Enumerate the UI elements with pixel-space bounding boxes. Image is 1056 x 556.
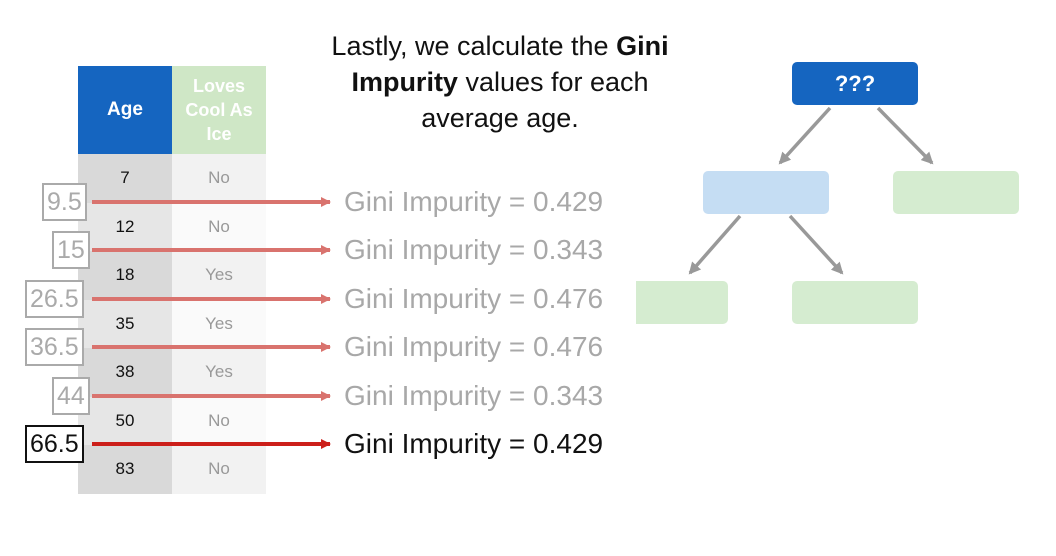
loves-cell: Yes <box>172 251 266 300</box>
caption-impurity: Impurity <box>351 67 458 97</box>
average-age-box: 36.5 <box>25 328 84 366</box>
loves-cell: Yes <box>172 299 266 348</box>
header-age: Age <box>78 66 172 154</box>
tree-leaf-node <box>893 171 1019 214</box>
average-age-box: 44 <box>52 377 90 415</box>
average-age-box: 15 <box>52 231 90 269</box>
tree-internal-node <box>703 171 829 214</box>
table-row: 18 Yes <box>78 251 266 300</box>
age-cell: 18 <box>78 251 172 300</box>
gini-impurity-label: Gini Impurity = 0.343 <box>344 380 604 411</box>
caption: Lastly, we calculate the Gini Impurity v… <box>300 28 700 136</box>
age-cell: 7 <box>78 154 172 203</box>
loves-cell: No <box>172 154 266 203</box>
loves-cell: No <box>172 445 266 494</box>
table-row: 50 No <box>78 396 266 445</box>
gini-impurity-label: Gini Impurity = 0.476 <box>344 283 604 314</box>
caption-line2: values for each <box>457 67 649 97</box>
table-header: Age Loves Cool As Ice <box>78 66 266 154</box>
average-age-box-active: 66.5 <box>25 425 84 463</box>
tree-arrow-mid-left <box>688 214 742 275</box>
table-row: 83 No <box>78 445 266 494</box>
caption-line3: average age. <box>421 103 579 133</box>
table-row: 35 Yes <box>78 299 266 348</box>
loves-cell: Yes <box>172 348 266 397</box>
caption-line1: Lastly, we calculate the <box>331 31 617 61</box>
gini-impurity-label: Gini Impurity = 0.429 <box>344 186 604 217</box>
tree-leaf-node <box>636 281 728 324</box>
age-cell: 12 <box>78 202 172 251</box>
age-cell: 83 <box>78 445 172 494</box>
gini-impurity-label: Gini Impurity = 0.343 <box>344 234 604 265</box>
age-cell: 50 <box>78 396 172 445</box>
tree-leaf-node <box>792 281 918 324</box>
average-age-box: 9.5 <box>42 183 87 221</box>
age-cell: 35 <box>78 299 172 348</box>
gini-impurity-label-active: Gini Impurity = 0.429 <box>344 428 604 459</box>
gini-impurity-label: Gini Impurity = 0.476 <box>344 331 604 362</box>
age-cell: 38 <box>78 348 172 397</box>
table-row: 12 No <box>78 202 266 251</box>
table-row: 7 No <box>78 154 266 203</box>
tree-arrow-root-right <box>876 106 934 165</box>
tree-root-node: ??? <box>792 62 918 105</box>
average-age-box: 26.5 <box>25 280 84 318</box>
loves-cell: No <box>172 396 266 445</box>
table-row: 38 Yes <box>78 348 266 397</box>
caption-gini: Gini <box>616 31 669 61</box>
loves-cell: No <box>172 202 266 251</box>
tree-arrow-mid-right <box>788 214 844 275</box>
data-table: Age Loves Cool As Ice 7 No 12 No 18 Yes … <box>78 66 266 494</box>
tree-arrow-root-left <box>778 106 832 165</box>
header-loves-cool-as-ice: Loves Cool As Ice <box>172 66 266 154</box>
